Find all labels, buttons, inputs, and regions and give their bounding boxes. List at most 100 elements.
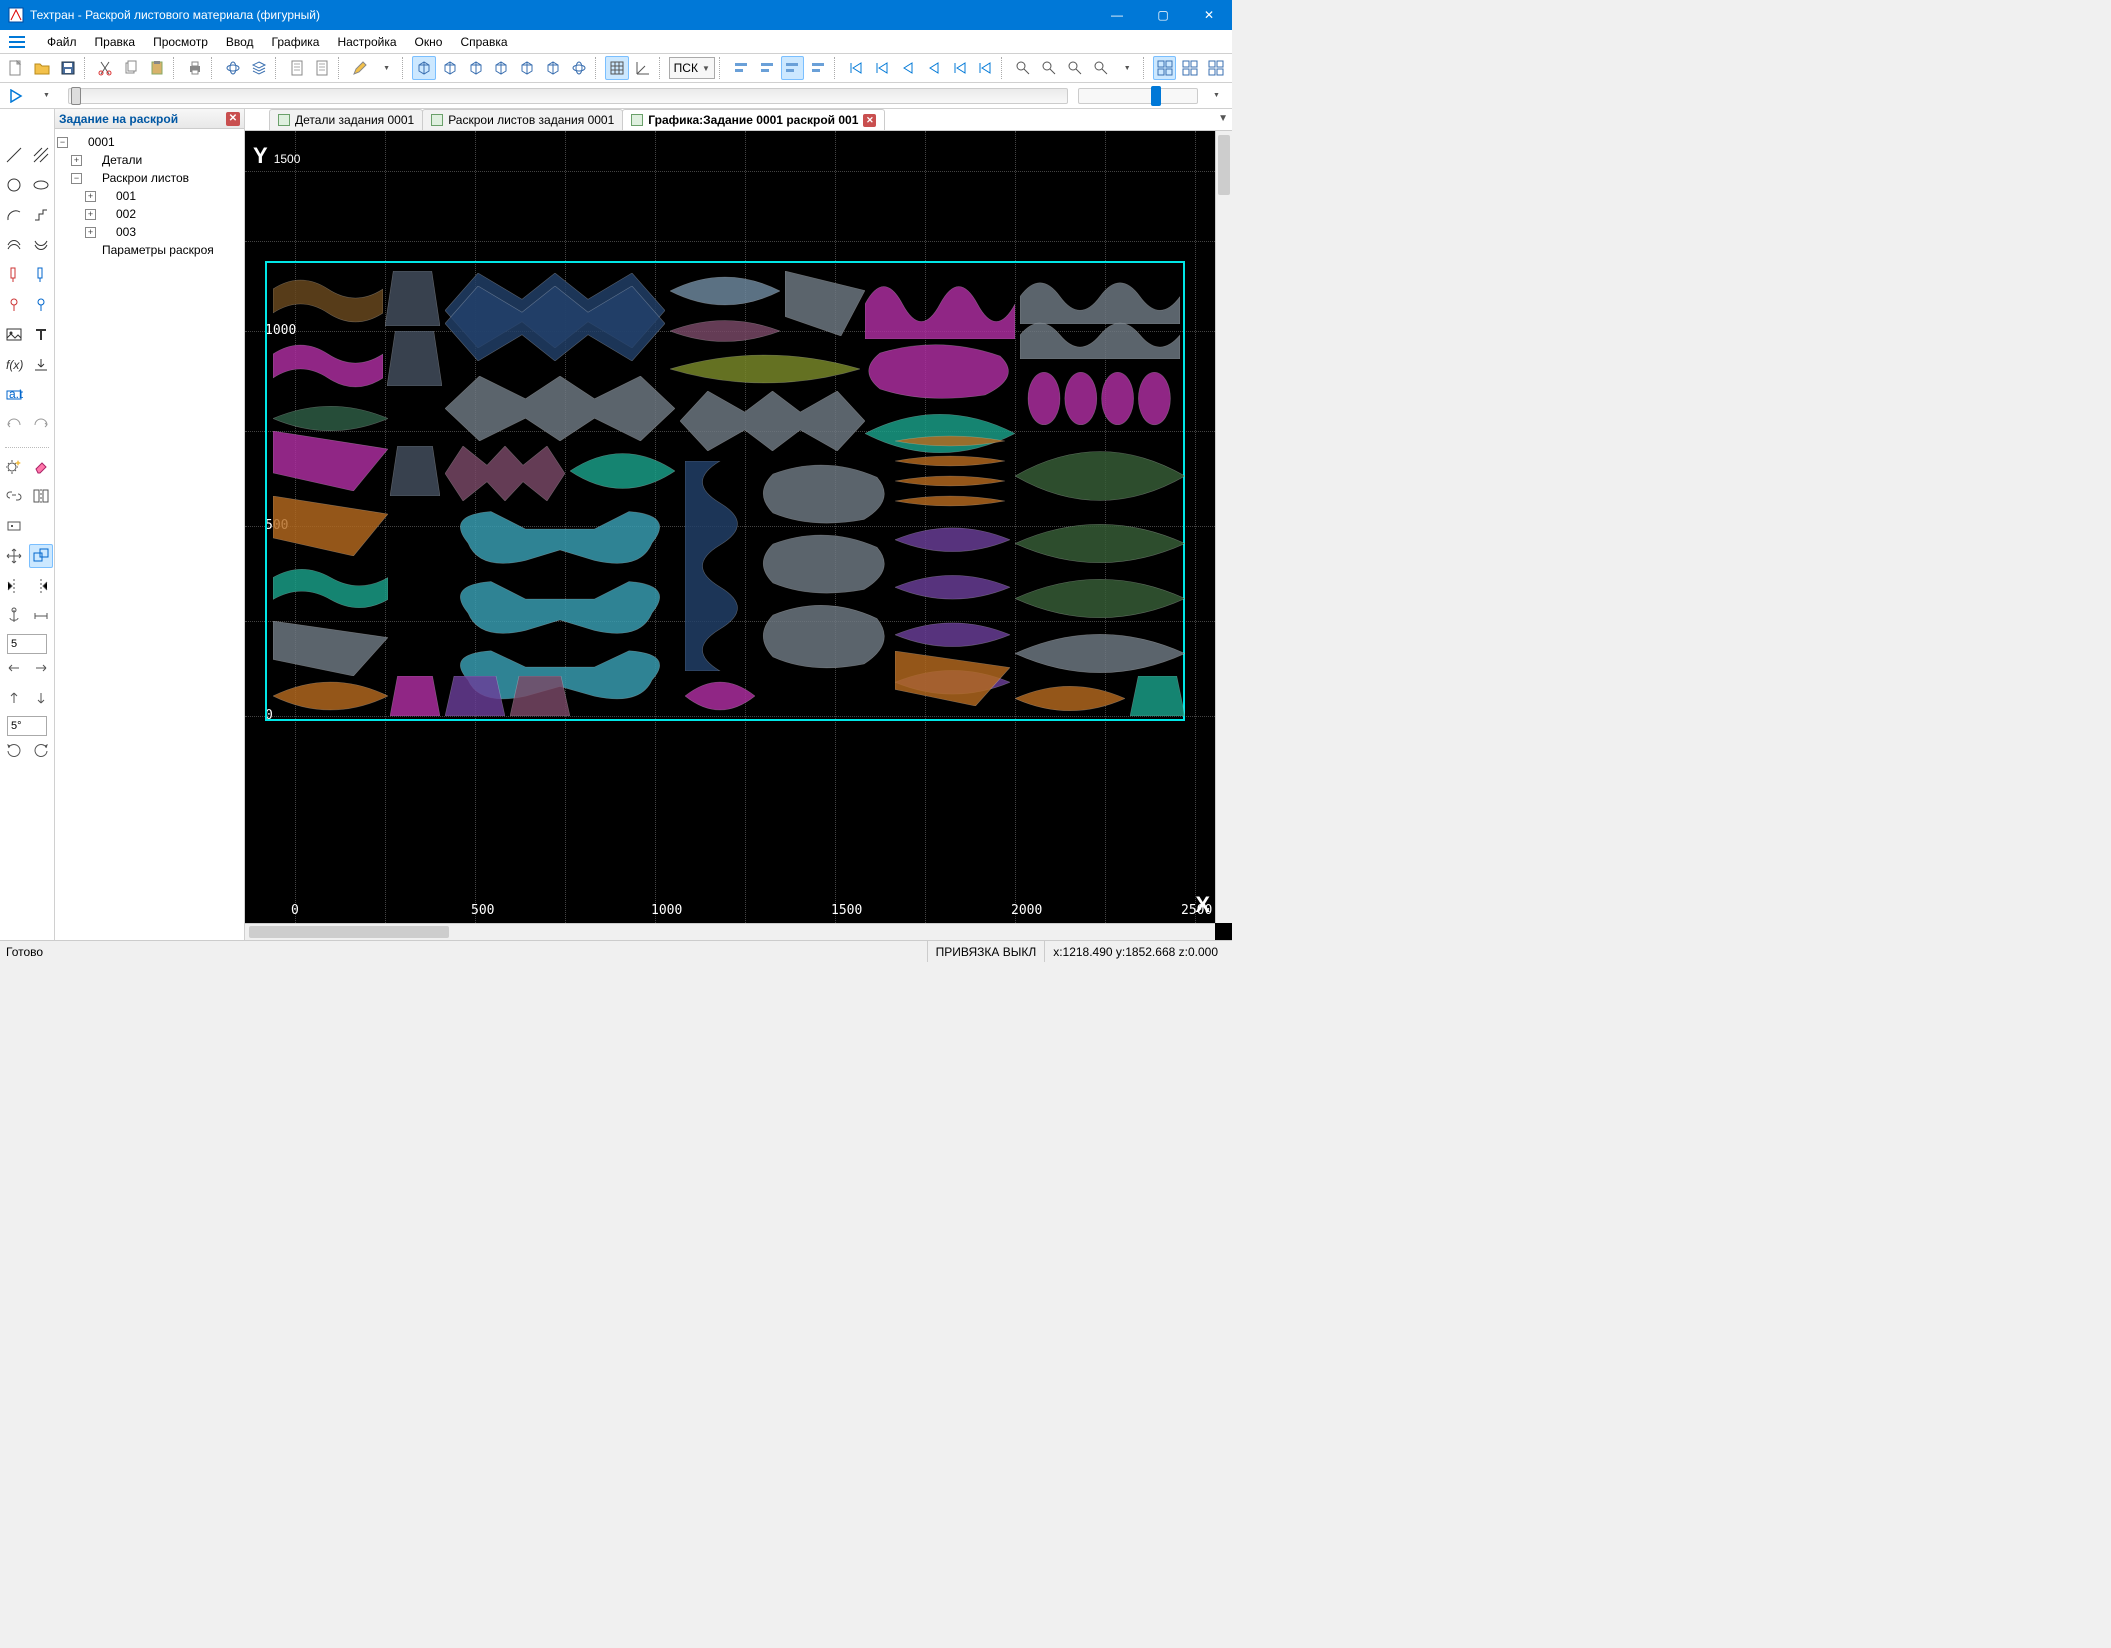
nested-part[interactable] bbox=[445, 676, 505, 716]
dd[interactable]: ▼ bbox=[374, 56, 398, 80]
nested-part[interactable] bbox=[273, 496, 388, 556]
nested-part[interactable] bbox=[390, 446, 440, 496]
nested-part[interactable] bbox=[685, 461, 755, 671]
save-button[interactable] bbox=[56, 56, 80, 80]
arrow-down-icon[interactable] bbox=[29, 686, 53, 710]
nested-part[interactable] bbox=[273, 271, 383, 331]
page2-button[interactable] bbox=[310, 56, 334, 80]
nested-part[interactable] bbox=[273, 561, 388, 616]
tree-expander-icon[interactable]: − bbox=[57, 137, 68, 148]
tree-sheet-003[interactable]: + 003 bbox=[57, 223, 242, 241]
tab-2[interactable]: Графика:Задание 0001 раскрой 001 ✕ bbox=[622, 109, 885, 130]
contour1-icon[interactable] bbox=[2, 233, 26, 257]
link-icon[interactable] bbox=[2, 484, 26, 508]
nested-part[interactable] bbox=[895, 431, 1005, 511]
hatch-icon[interactable] bbox=[29, 143, 53, 167]
view-bottom-button[interactable] bbox=[541, 56, 565, 80]
label-icon[interactable]: a.b bbox=[2, 383, 26, 407]
view-back-button[interactable] bbox=[515, 56, 539, 80]
speed-slider[interactable] bbox=[1078, 88, 1198, 104]
anchor-icon[interactable] bbox=[2, 604, 26, 628]
tree-sheet-002[interactable]: + 002 bbox=[57, 205, 242, 223]
menu-Настройка[interactable]: Настройка bbox=[328, 30, 405, 54]
nested-part[interactable] bbox=[760, 531, 890, 596]
nested-part[interactable] bbox=[895, 651, 1010, 706]
dd[interactable]: ▼ bbox=[1115, 56, 1139, 80]
nested-part[interactable] bbox=[685, 676, 755, 716]
zoom-in-button[interactable] bbox=[1011, 56, 1035, 80]
rect-mark-icon[interactable] bbox=[2, 514, 26, 538]
profile-icon[interactable] bbox=[29, 203, 53, 227]
circle-icon[interactable] bbox=[2, 173, 26, 197]
tree-close-button[interactable]: ✕ bbox=[226, 112, 240, 126]
menu-Просмотр[interactable]: Просмотр bbox=[144, 30, 217, 54]
gear-sparkle-icon[interactable] bbox=[2, 454, 26, 478]
nested-part[interactable] bbox=[1020, 361, 1180, 436]
nested-part[interactable] bbox=[445, 501, 675, 571]
redo-arc-icon[interactable] bbox=[29, 413, 53, 437]
speed-dropdown-icon[interactable]: ▼ bbox=[1204, 84, 1228, 108]
undo-arc-icon[interactable] bbox=[2, 413, 26, 437]
menu-Ввод[interactable]: Ввод bbox=[217, 30, 263, 54]
text-icon[interactable] bbox=[29, 323, 53, 347]
trim-left-icon[interactable] bbox=[2, 574, 26, 598]
minimize-button[interactable]: — bbox=[1094, 0, 1140, 30]
close-button[interactable]: ✕ bbox=[1186, 0, 1232, 30]
nested-part[interactable] bbox=[1015, 626, 1185, 681]
view-front-button[interactable] bbox=[464, 56, 488, 80]
grid-button[interactable] bbox=[605, 56, 629, 80]
tree-sheet-001[interactable]: + 001 bbox=[57, 187, 242, 205]
nested-part[interactable] bbox=[670, 316, 780, 346]
angle-value-input[interactable]: 5° bbox=[7, 716, 47, 736]
play-button[interactable] bbox=[4, 84, 28, 108]
ellipse-icon[interactable] bbox=[29, 173, 53, 197]
new-button[interactable] bbox=[4, 56, 28, 80]
tree-expander-icon[interactable]: + bbox=[85, 209, 96, 220]
tab-1[interactable]: Раскрои листов задания 0001 bbox=[422, 109, 623, 130]
menu-Справка[interactable]: Справка bbox=[451, 30, 516, 54]
paste-button[interactable] bbox=[145, 56, 169, 80]
horizontal-scrollbar[interactable] bbox=[245, 923, 1215, 940]
axes-button[interactable] bbox=[631, 56, 655, 80]
tree-details[interactable]: + Детали bbox=[57, 151, 242, 169]
nested-part[interactable] bbox=[785, 271, 865, 336]
tab-close-button[interactable]: ✕ bbox=[863, 114, 876, 127]
nested-part[interactable] bbox=[273, 676, 388, 716]
tool2-icon[interactable] bbox=[29, 263, 53, 287]
nested-part[interactable] bbox=[865, 269, 1015, 339]
tree-expander-icon[interactable]: + bbox=[71, 155, 82, 166]
eraser-icon[interactable] bbox=[29, 454, 53, 478]
tree-params[interactable]: Параметры раскроя bbox=[57, 241, 242, 259]
nested-part[interactable] bbox=[273, 621, 388, 676]
nested-part[interactable] bbox=[570, 446, 675, 496]
nested-part[interactable] bbox=[1015, 681, 1125, 716]
export-icon[interactable] bbox=[29, 353, 53, 377]
layout-grid-button[interactable] bbox=[1153, 56, 1177, 80]
ucs-combo[interactable]: ПСК▼ bbox=[669, 57, 715, 79]
layers-button[interactable] bbox=[247, 56, 271, 80]
nested-part[interactable] bbox=[1020, 311, 1180, 359]
timeline-slider[interactable] bbox=[68, 88, 1068, 104]
nested-part[interactable] bbox=[273, 336, 383, 396]
menu-Окно[interactable]: Окно bbox=[406, 30, 452, 54]
tree-nests[interactable]: − ? Раскрои листов bbox=[57, 169, 242, 187]
view-sphere-button[interactable] bbox=[567, 56, 591, 80]
wireframe-button[interactable] bbox=[221, 56, 245, 80]
arrow-right-icon[interactable] bbox=[29, 656, 53, 680]
nested-part[interactable] bbox=[385, 271, 440, 326]
print-button[interactable] bbox=[183, 56, 207, 80]
nested-part[interactable] bbox=[1015, 571, 1185, 626]
copy-button[interactable] bbox=[119, 56, 143, 80]
align-dist-button[interactable] bbox=[806, 56, 830, 80]
maximize-button[interactable]: ▢ bbox=[1140, 0, 1186, 30]
arrow-left-icon[interactable] bbox=[2, 656, 26, 680]
line-icon[interactable] bbox=[2, 143, 26, 167]
first-button[interactable] bbox=[844, 56, 868, 80]
menu-Графика[interactable]: Графика bbox=[263, 30, 329, 54]
align-right-button[interactable] bbox=[781, 56, 805, 80]
contour2-icon[interactable] bbox=[29, 233, 53, 257]
nested-part[interactable] bbox=[445, 286, 665, 361]
view-side-button[interactable] bbox=[490, 56, 514, 80]
last-button[interactable] bbox=[974, 56, 998, 80]
nested-part[interactable] bbox=[387, 331, 442, 386]
